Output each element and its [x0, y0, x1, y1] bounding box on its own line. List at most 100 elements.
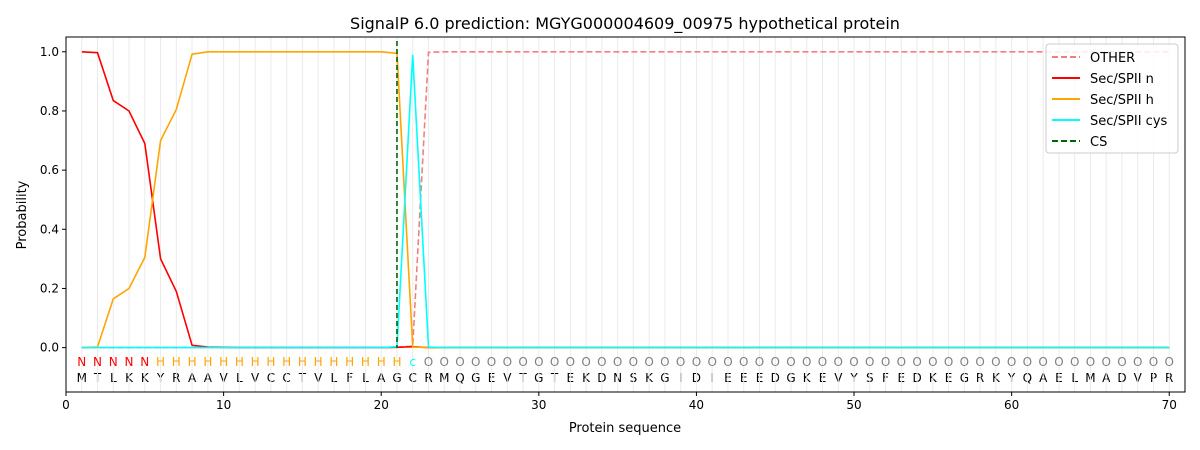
region-label: O [487, 355, 496, 369]
y-tick-label: 0.4 [40, 222, 59, 236]
region-label: H [329, 355, 338, 369]
region-label: O [471, 355, 480, 369]
region-label: O [912, 355, 921, 369]
x-tick-label: 70 [1162, 398, 1177, 412]
region-label: H [282, 355, 291, 369]
region-label: O [534, 355, 543, 369]
region-label: H [219, 355, 228, 369]
x-tick-label: 50 [846, 398, 861, 412]
region-label: O [1101, 355, 1110, 369]
region-label: N [77, 355, 86, 369]
region-label: O [834, 355, 843, 369]
y-tick-label: 0.6 [40, 163, 59, 177]
plot-frame [65, 36, 1186, 393]
region-label: O [581, 355, 590, 369]
region-label: H [172, 355, 181, 369]
region-label: O [849, 355, 858, 369]
region-label: O [1054, 355, 1063, 369]
region-label: O [1007, 355, 1016, 369]
region-label: H [235, 355, 244, 369]
legend-label: Sec/SPII n [1090, 72, 1154, 87]
region-label: O [629, 355, 638, 369]
y-axis-label: Probability [15, 180, 30, 249]
region-label: N [93, 355, 102, 369]
x-tick-label: 30 [531, 398, 546, 412]
region-label: N [109, 355, 118, 369]
series-line-sec-spii-cys [81, 54, 1170, 349]
region-label: O [881, 355, 890, 369]
legend-label: CS [1090, 135, 1107, 150]
x-tick-label: 0 [62, 398, 70, 412]
region-label: O [770, 355, 779, 369]
region-label: O [1149, 355, 1158, 369]
y-tick-label: 0.0 [40, 341, 59, 355]
chart-title: SignalP 6.0 prediction: MGYG000004609_00… [350, 14, 900, 34]
region-label: O [928, 355, 937, 369]
region-label: O [960, 355, 969, 369]
x-tick-label: 10 [216, 398, 231, 412]
region-label: O [802, 355, 811, 369]
region-label: O [424, 355, 433, 369]
region-label: O [1117, 355, 1126, 369]
region-label: O [707, 355, 716, 369]
region-label: O [786, 355, 795, 369]
region-label: O [818, 355, 827, 369]
region-label: O [1070, 355, 1079, 369]
region-label: O [597, 355, 606, 369]
region-label: O [440, 355, 449, 369]
region-label: O [1038, 355, 1047, 369]
region-label: H [188, 355, 197, 369]
region-label: H [377, 355, 386, 369]
series-line-sec-spii-n [81, 51, 1170, 349]
region-label: H [156, 355, 165, 369]
region-label: O [723, 355, 732, 369]
region-label: O [518, 355, 527, 369]
region-label: H [361, 355, 370, 369]
x-tick-label: 20 [374, 398, 389, 412]
x-axis-label: Protein sequence [569, 421, 681, 436]
residue-sequence: MTLKKYRAAVLVCCTVLFLAGCRMQGEVTGTEKDNSKGID… [77, 371, 1174, 385]
region-label: O [755, 355, 764, 369]
series-line-sec-spii-h [81, 50, 1170, 349]
legend-label: OTHER [1090, 51, 1135, 66]
region-label: H [345, 355, 354, 369]
region-label: H [203, 355, 212, 369]
x-tick-label: 40 [689, 398, 704, 412]
region-label: O [566, 355, 575, 369]
region-label: O [739, 355, 748, 369]
legend-label: Sec/SPII cys [1090, 114, 1168, 129]
y-tick-label: 0.8 [40, 104, 59, 118]
region-label: H [298, 355, 307, 369]
region-label: H [251, 355, 260, 369]
legend-box [1045, 43, 1179, 154]
region-label: O [1086, 355, 1095, 369]
region-label: O [676, 355, 685, 369]
region-label: N [140, 355, 149, 369]
region-label: O [991, 355, 1000, 369]
region-label: O [897, 355, 906, 369]
region-label: O [1133, 355, 1142, 369]
region-label: O [455, 355, 464, 369]
y-tick-label: 0.2 [40, 281, 59, 295]
y-tick-label: 1.0 [40, 45, 59, 59]
region-label: O [1023, 355, 1032, 369]
series-line-other [81, 50, 1170, 349]
legend-label: Sec/SPII h [1090, 93, 1154, 108]
x-tick-label: 60 [1004, 398, 1019, 412]
region-label: N [125, 355, 134, 369]
region-label: O [503, 355, 512, 369]
region-label: c [409, 355, 416, 369]
region-label: O [644, 355, 653, 369]
region-label: O [692, 355, 701, 369]
region-label: O [550, 355, 559, 369]
region-label: O [1165, 355, 1174, 369]
region-label: H [266, 355, 275, 369]
region-label: O [975, 355, 984, 369]
region-label: O [865, 355, 874, 369]
region-label: H [392, 355, 401, 369]
region-label: O [660, 355, 669, 369]
region-label: H [314, 355, 323, 369]
region-label: O [944, 355, 953, 369]
